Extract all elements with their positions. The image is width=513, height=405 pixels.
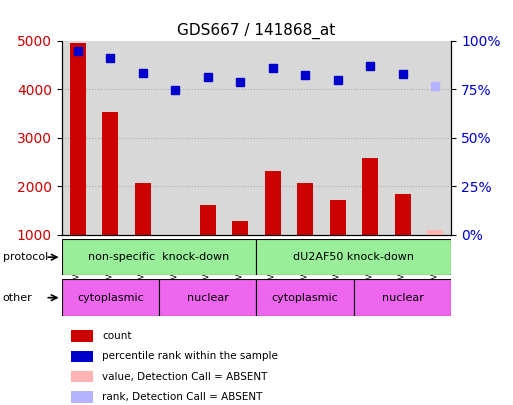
Title: GDS667 / 141868_at: GDS667 / 141868_at	[177, 23, 336, 39]
Bar	[232, 221, 248, 235]
Bar	[386, 40, 419, 235]
Text: dU2AF50 knock-down: dU2AF50 knock-down	[293, 252, 415, 262]
Bar	[265, 171, 281, 235]
FancyBboxPatch shape	[159, 279, 256, 316]
Text: percentile rank within the sample: percentile rank within the sample	[102, 352, 278, 361]
Text: other: other	[3, 293, 32, 303]
Bar	[329, 200, 346, 235]
Bar	[127, 40, 159, 235]
Bar	[289, 40, 322, 235]
Bar	[256, 40, 289, 235]
Text: value, Detection Call = ABSENT: value, Detection Call = ABSENT	[102, 372, 268, 382]
Text: nuclear: nuclear	[187, 293, 229, 303]
Bar	[134, 183, 151, 235]
Bar	[71, 371, 93, 382]
Text: cytoplasmic: cytoplasmic	[272, 293, 339, 303]
Text: non-specific  knock-down: non-specific knock-down	[88, 252, 230, 262]
Text: rank, Detection Call = ABSENT: rank, Detection Call = ABSENT	[102, 392, 263, 402]
Bar	[419, 40, 451, 235]
Bar	[94, 40, 127, 235]
Bar	[70, 43, 86, 235]
Bar	[71, 351, 93, 362]
Text: cytoplasmic: cytoplasmic	[77, 293, 144, 303]
Bar	[102, 113, 119, 235]
Bar	[71, 391, 93, 403]
Bar	[362, 158, 378, 235]
Bar	[224, 40, 256, 235]
Text: count: count	[102, 331, 132, 341]
Bar	[191, 40, 224, 235]
Bar	[297, 183, 313, 235]
Bar	[200, 205, 216, 235]
Text: protocol: protocol	[3, 252, 48, 262]
FancyBboxPatch shape	[354, 279, 451, 316]
Bar	[159, 40, 191, 235]
Text: nuclear: nuclear	[382, 293, 424, 303]
FancyBboxPatch shape	[62, 239, 256, 275]
Bar	[427, 230, 443, 235]
FancyBboxPatch shape	[62, 279, 159, 316]
FancyBboxPatch shape	[256, 279, 354, 316]
Bar	[62, 40, 94, 235]
Bar	[394, 194, 411, 235]
Bar	[322, 40, 354, 235]
Bar	[354, 40, 386, 235]
Bar	[71, 330, 93, 342]
FancyBboxPatch shape	[256, 239, 451, 275]
